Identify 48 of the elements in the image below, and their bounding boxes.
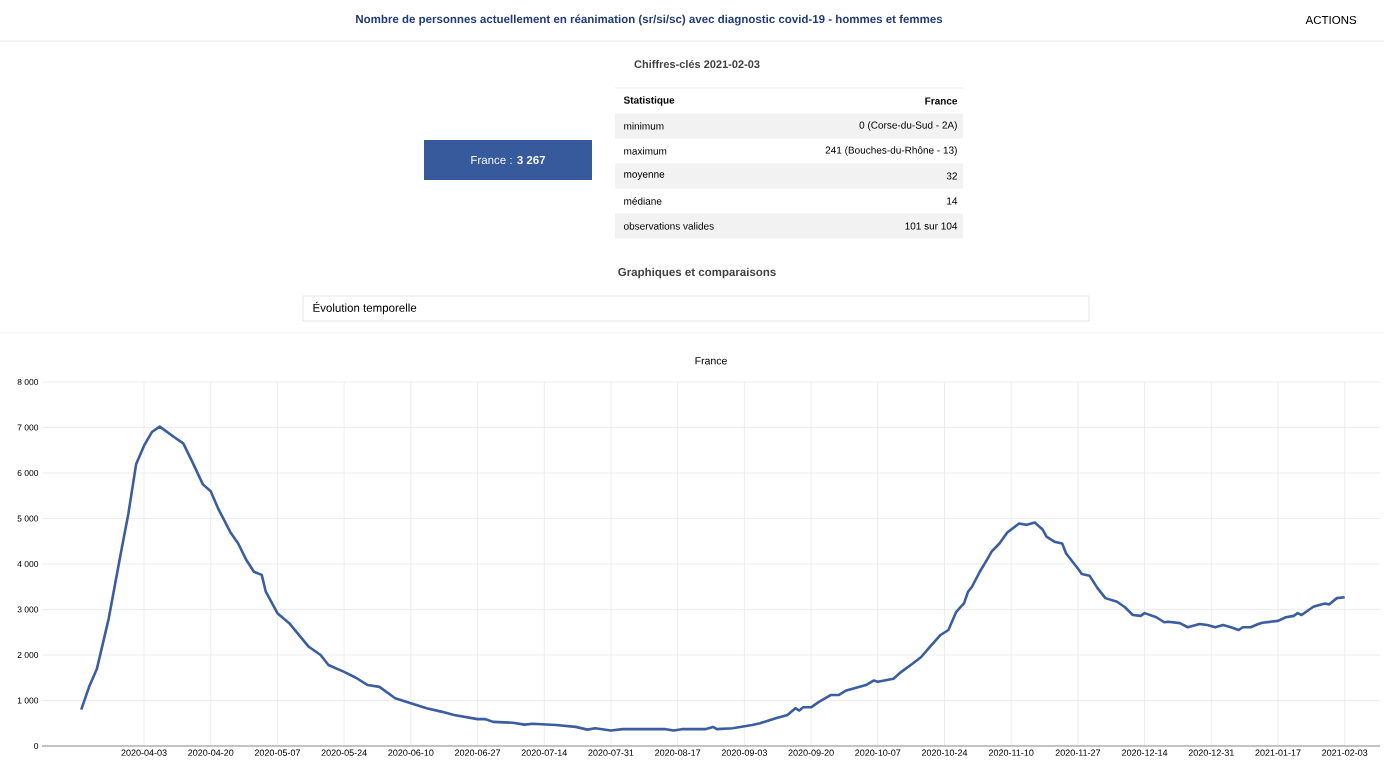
y-tick-label: 8 000 — [17, 379, 39, 386]
x-tick-label: 2020-06-27 — [454, 749, 501, 756]
y-tick-label: 2 000 — [17, 651, 39, 658]
text: Évolution temporelle — [313, 301, 417, 315]
x-tick-label: 2020-12-14 — [1122, 749, 1168, 756]
x-tick-label: 2020-05-24 — [321, 749, 367, 756]
y-tick-label: 3 000 — [17, 606, 39, 613]
text: Nombre de personnes actuellement en réanimation (sr/si/sc) avec diagnostic covid-19 - hommes et femmes — [356, 14, 943, 26]
text: Chiffres-clés 2021-02-03 — [634, 59, 760, 69]
x-tick-label: 2020-07-14 — [521, 749, 567, 756]
text: 0 (Corse-du-Sud - 2A) — [859, 121, 957, 131]
text: 32 — [946, 172, 957, 180]
x-tick-label: 2021-01-17 — [1255, 749, 1301, 756]
x-tick-label: 2020-10-24 — [921, 749, 968, 756]
text: Statistique — [623, 96, 675, 106]
y-tick-label: 6 000 — [17, 470, 39, 477]
text: minimum — [624, 122, 664, 130]
y-tick-label: 1 000 — [17, 697, 39, 704]
y-tick-label: 0 — [34, 742, 39, 749]
text: ACTIONS — [1305, 15, 1357, 25]
y-tick-label: 7 000 — [17, 424, 39, 431]
x-tick-label: 2020-11-10 — [988, 749, 1034, 756]
line-series — [79, 425, 1347, 732]
x-tick-label: 2020-08-17 — [655, 749, 701, 756]
text: France — [925, 97, 958, 105]
text: France : 3 267 — [471, 155, 546, 165]
x-tick-label: 2020-04-03 — [121, 749, 167, 756]
text: moyenne — [624, 172, 665, 180]
x-tick-label: 2020-12-31 — [1188, 749, 1234, 756]
text: 241 (Bouches-du-Rhône - 13) — [825, 146, 957, 156]
text: maximum — [624, 147, 667, 155]
x-tick-label: 2020-10-07 — [855, 749, 901, 756]
x-tick-label: 2020-09-03 — [721, 749, 767, 756]
x-tick-label: 2021-02-03 — [1322, 749, 1368, 756]
text: 14 — [947, 197, 958, 205]
x-tick-label: 2020-09-20 — [788, 749, 834, 756]
x-tick-label: 2020-04-20 — [188, 749, 234, 756]
x-tick-label: 2020-07-31 — [588, 749, 634, 756]
text: médiane — [624, 197, 662, 205]
chart-title: France — [695, 357, 727, 365]
text: 101 sur 104 — [905, 222, 958, 230]
y-tick-label: 4 000 — [17, 561, 39, 567]
x-tick-label: 2020-05-07 — [254, 749, 300, 756]
text: Graphiques et comparaisons — [618, 267, 776, 279]
x-tick-label: 2020-06-10 — [388, 749, 434, 756]
text: observations valides — [623, 222, 714, 230]
y-tick-label: 5 000 — [17, 515, 39, 522]
x-tick-label: 2020-11-27 — [1055, 749, 1101, 756]
